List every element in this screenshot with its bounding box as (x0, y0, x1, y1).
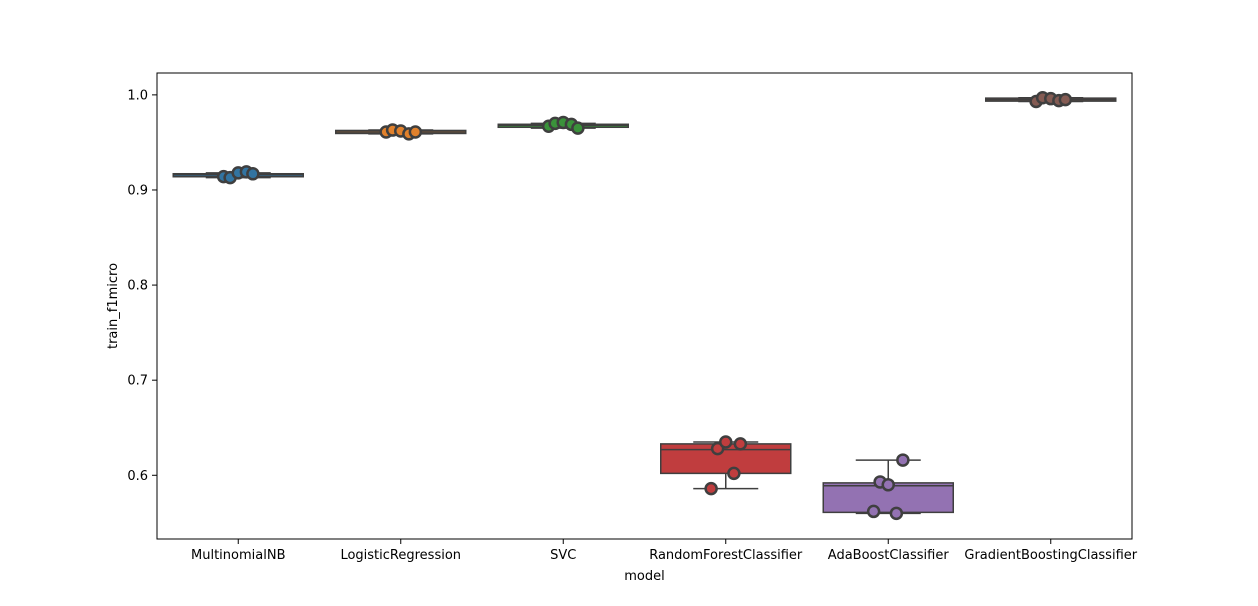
x-tick-label: GradientBoostingClassifier (964, 548, 1137, 563)
data-point (704, 481, 718, 496)
data-point (1058, 92, 1073, 107)
points-LogisticRegression (379, 123, 423, 141)
x-tick-label: SVC (550, 548, 576, 563)
y-tick-label: 0.7 (127, 374, 148, 389)
y-tick-label: 1.0 (127, 88, 148, 103)
x-axis-label: model (624, 569, 664, 584)
y-tick-label: 0.9 (127, 183, 148, 198)
x-tick-label: RandomForestClassifier (649, 548, 803, 563)
axes-frame (156, 72, 1133, 540)
data-point (727, 466, 741, 481)
y-tick-label: 0.6 (127, 469, 148, 484)
data-point (733, 437, 748, 451)
data-point (719, 435, 733, 449)
data-point (866, 504, 881, 519)
data-point (889, 506, 904, 521)
data-point (881, 478, 895, 492)
data-point (408, 125, 423, 139)
box-RandomForestClassifier (660, 441, 792, 490)
points-AdaBoostClassifier (866, 453, 910, 521)
points-RandomForestClassifier (704, 435, 748, 496)
y-axis-label: train_f1micro (106, 263, 121, 349)
points-GradientBoostingClassifier (1029, 90, 1073, 109)
y-axis: 0.6 0.7 0.8 0.9 1.0 (127, 88, 157, 484)
x-tick-label: LogisticRegression (340, 548, 461, 563)
points-MultinomialNB (216, 165, 260, 185)
x-axis: MultinomialNB LogisticRegression SVC Random… (191, 539, 1138, 563)
points-SVC (541, 115, 585, 135)
plot-area (172, 90, 1117, 521)
y-tick-label: 0.8 (127, 279, 148, 294)
x-tick-label: MultinomialNB (191, 548, 285, 563)
data-point (246, 167, 260, 181)
data-point (896, 453, 910, 467)
x-tick-label: AdaBoostClassifier (828, 548, 950, 563)
data-point (571, 121, 585, 135)
box-body (660, 443, 792, 475)
